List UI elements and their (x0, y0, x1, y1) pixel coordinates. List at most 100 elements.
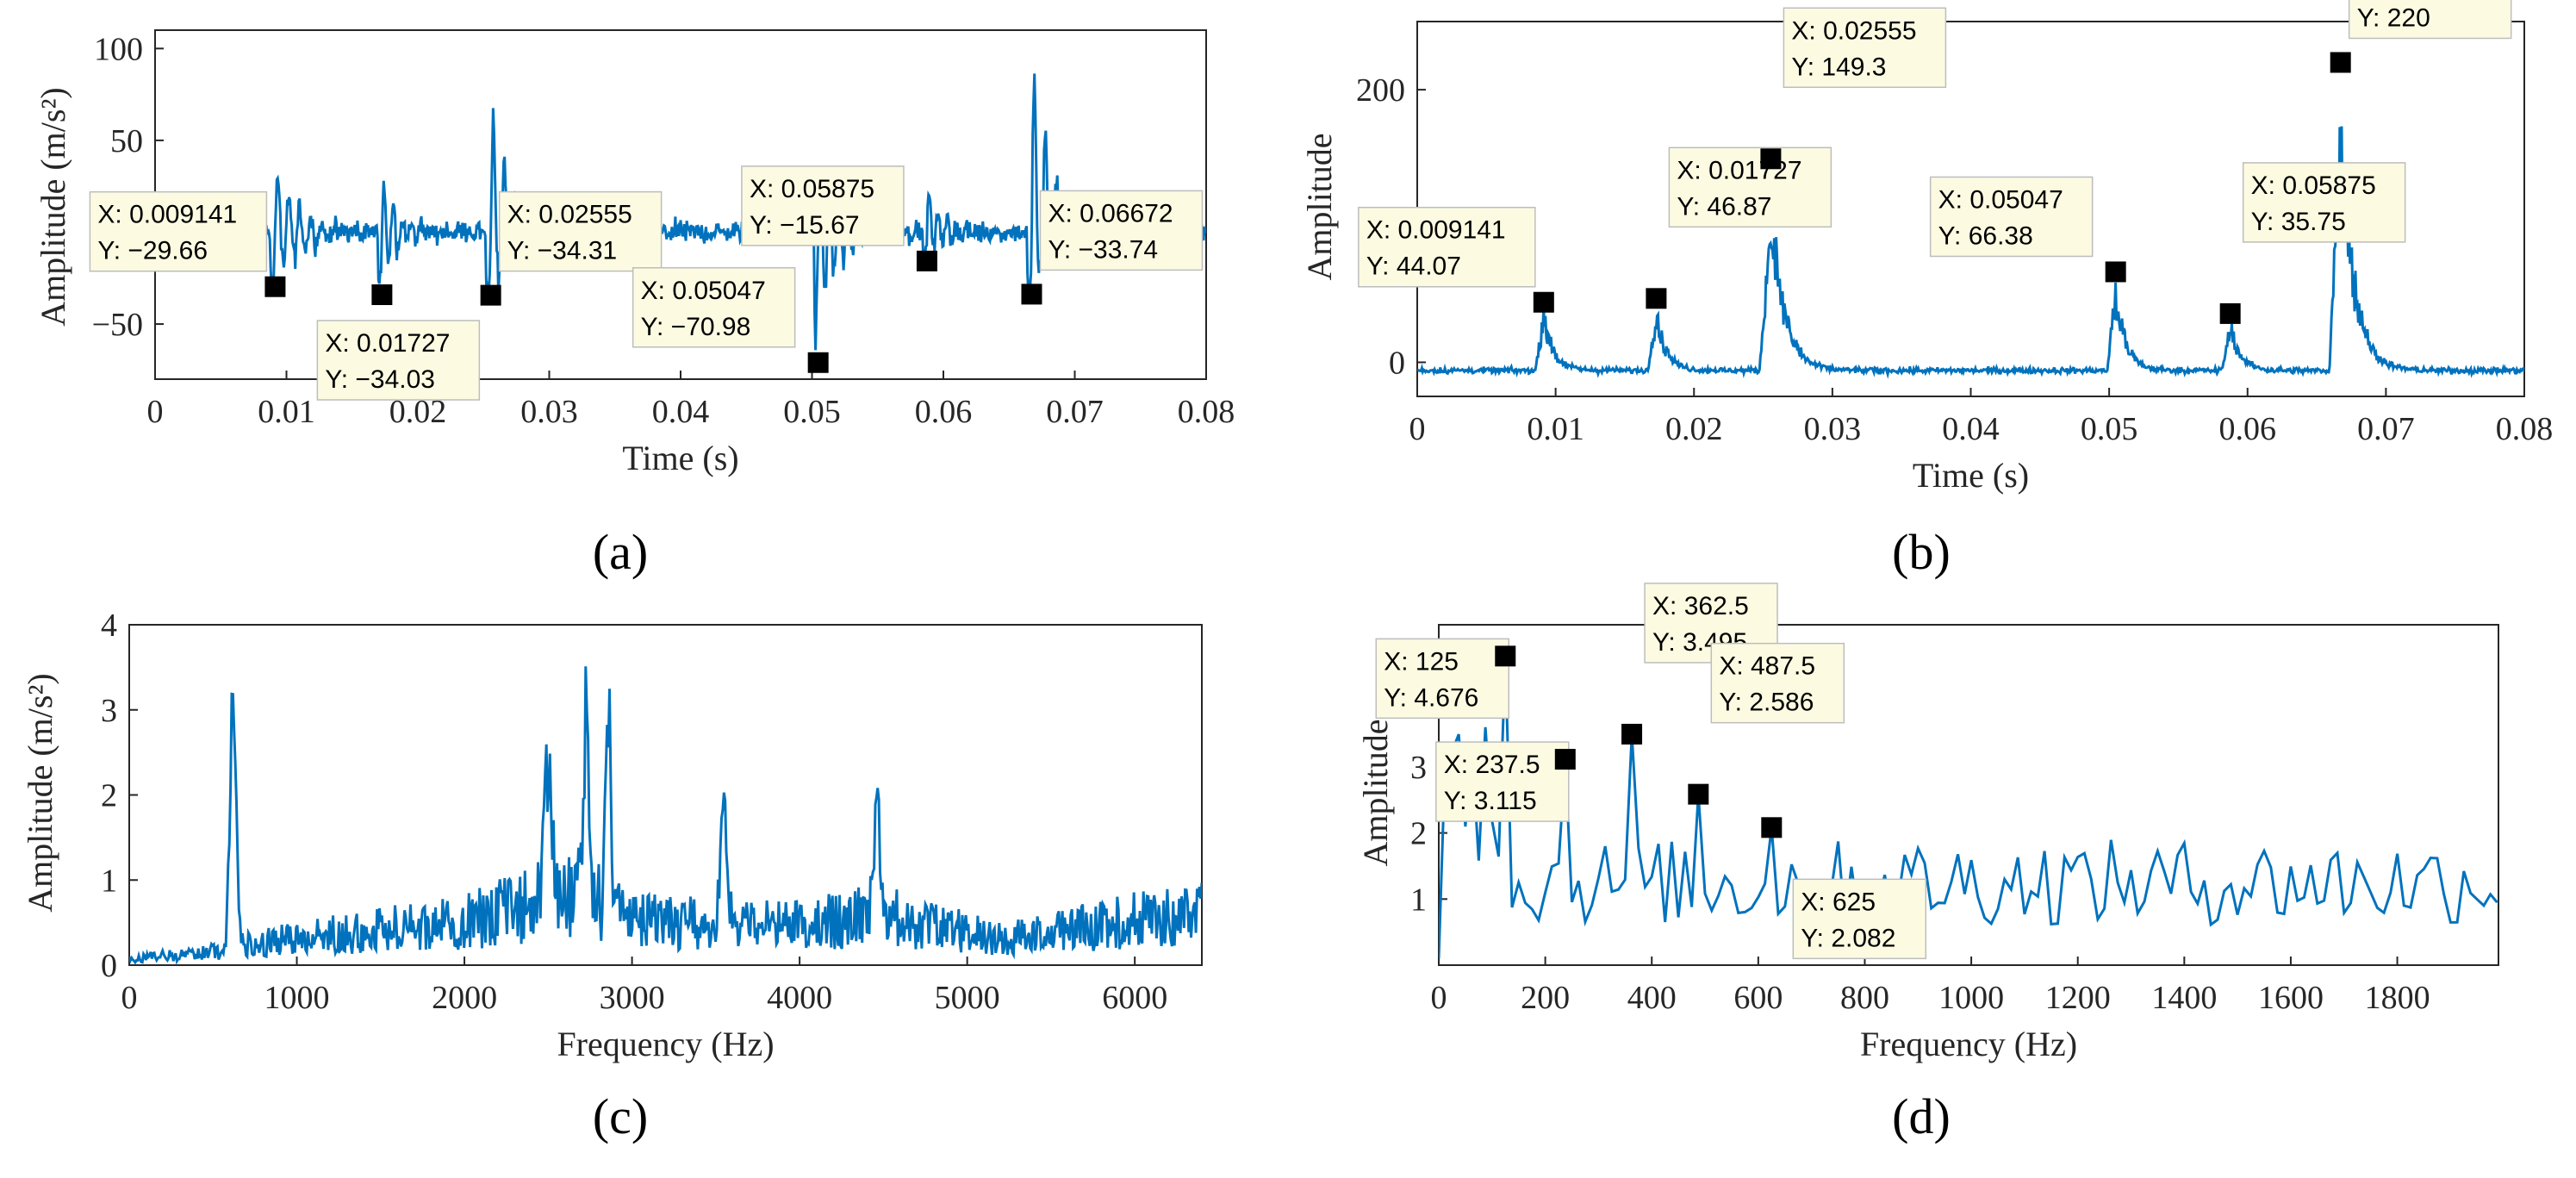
y-tick-label: 3 (101, 693, 117, 729)
panel-b-envelope: 0 0.01 0.02 0.03 0.04 0.05 0.06 0.07 0.08 0 200 Tim… (1300, 0, 2553, 580)
y-axis-label: Amplitude (m/s²) (21, 673, 59, 913)
y-tick-label: 4 (101, 608, 117, 644)
datatip-y-label: Y: −29.66 (97, 237, 208, 265)
datatip-x-label: X: 362.5 (1652, 592, 1749, 620)
panel-c-spectrum: 0 1000 2000 3000 4000 5000 6000 0 1 2 3 4 Frequency … (21, 608, 1203, 1144)
x-tick-label: 0.06 (915, 394, 973, 430)
datatip-marker (2330, 52, 2351, 73)
datatip-marker (1646, 288, 1667, 309)
x-tick-label: 0.01 (258, 394, 315, 430)
datatip-x-label: X: 0.05047 (641, 277, 766, 305)
datatip-y-label: Y: 149.3 (1791, 53, 1886, 81)
x-tick-label: 800 (1840, 980, 1889, 1016)
datatip-box (632, 267, 796, 348)
datatip-y-label: Y: −34.03 (325, 365, 435, 394)
x-tick-label: 1200 (2045, 980, 2111, 1016)
datatip: X: 0.05875 Y: −15.67 (741, 165, 937, 271)
datatip: X: 487.5 Y: 2.586 (1688, 642, 1845, 805)
datatip: X: 625 Y: 2.082 (1761, 817, 1927, 960)
x-tick-label: 0.05 (783, 394, 841, 430)
datatip-y-label: Y: −15.67 (750, 211, 860, 240)
series-line (1439, 656, 2498, 959)
datatip-y-label: Y: −33.74 (1048, 235, 1158, 264)
datatip: X: 237.5 Y: 3.115 (1435, 741, 1576, 822)
panel-caption: (d) (1892, 1088, 1951, 1144)
y-axis-label: Amplitude (1300, 133, 1339, 280)
datatip-y-label: Y: −70.98 (641, 313, 751, 341)
datatip-y-label: Y: 2.082 (1801, 924, 1895, 952)
datatip-y-label: Y: 44.07 (1366, 252, 1461, 281)
x-tick-label: 0.06 (2219, 411, 2277, 447)
datatip-y-label: Y: 46.87 (1677, 192, 1771, 221)
y-tick-label: 0 (101, 948, 117, 984)
x-tick-label: 0 (147, 394, 164, 430)
datatip-marker (1760, 148, 1782, 170)
x-tick-label: 400 (1627, 980, 1677, 1016)
datatip-x-label: X: 0.05047 (1938, 185, 2063, 214)
y-tick-label: 50 (110, 123, 143, 159)
y-tick-label: 1 (1410, 882, 1427, 918)
datatip-box (2242, 162, 2406, 243)
datatip: X: 0.05047 Y: −70.98 (632, 267, 829, 373)
datatip: X: 0.02555 Y: −34.31 (480, 190, 663, 306)
datatip-marker (1533, 291, 1554, 313)
datatip-x-label: X: 0.06672 (1048, 199, 1173, 227)
x-tick-label: 0 (1431, 980, 1447, 1016)
y-tick-label: 0 (1389, 345, 1405, 381)
x-axis-label: Time (s) (1913, 456, 2029, 495)
datatip-marker (2219, 302, 2241, 324)
x-tick-label: 0.04 (1942, 411, 2000, 447)
datatip: X: 0.01727 Y: 46.87 (1646, 146, 1832, 309)
datatip-marker (1554, 749, 1576, 770)
x-tick-label: 3000 (600, 980, 665, 1016)
datatip-x-label: X: 0.009141 (1366, 216, 1506, 245)
datatip-y-label: Y: −34.31 (507, 237, 618, 265)
datatip: X: 125 Y: 4.676 (1375, 638, 1516, 720)
datatip-y-label: Y: 35.75 (2251, 208, 2346, 236)
datatip-box (2348, 0, 2512, 40)
datatip-box (1039, 190, 1204, 271)
datatip-box (316, 320, 481, 401)
y-tick-label: 2 (101, 778, 117, 814)
panel-caption: (c) (593, 1088, 648, 1144)
datatip: X: 0.009141 Y: 44.07 (1358, 206, 1554, 313)
datatip-box (1710, 642, 1845, 724)
panel-d-envelope-spectrum: 0 200 400 600 800 1000 1200 1400 1600 1800 1 2 3 Freq… (1356, 583, 2499, 1144)
x-tick-label: 200 (1521, 980, 1570, 1016)
datatip-x-label: X: 0.01727 (325, 329, 450, 358)
y-tick-label: 100 (94, 31, 143, 67)
datatip-x-label: X: 0.05875 (750, 175, 874, 203)
datatip-box (741, 165, 905, 246)
datatip-marker (1621, 723, 1643, 745)
datatip: X: 0.05875 Y: 35.75 (2219, 162, 2406, 324)
datatip-y-label: Y: 66.38 (1938, 221, 2033, 250)
datatip-x-label: X: 0.01727 (1677, 156, 1801, 184)
datatip-box (1792, 878, 1927, 960)
x-tick-label: 1400 (2151, 980, 2217, 1016)
datatip: X: 0.01727 Y: −34.03 (316, 284, 481, 401)
x-tick-label: 0.07 (1046, 394, 1104, 430)
y-tick-label: 1 (101, 863, 117, 899)
x-tick-label: 0.08 (1178, 394, 1235, 430)
datatip: X: 0.009141 Y: −29.66 (89, 190, 286, 297)
datatip: X: 0.06672 Y: −33.74 (1021, 190, 1204, 305)
datatip: X: 0.02555 Y: 149.3 (1760, 7, 1947, 170)
datatip-x-label: X: 237.5 (1444, 751, 1540, 779)
datatip-box (1668, 146, 1832, 228)
x-tick-label: 0 (1409, 411, 1426, 447)
datatip-x-label: X: 0.02555 (1791, 16, 1916, 45)
x-tick-label: 0.01 (1527, 411, 1584, 447)
datatip-y-label: Y: 2.586 (1719, 689, 1814, 717)
panel-caption: (b) (1892, 524, 1951, 580)
series-line (1417, 126, 2524, 379)
x-tick-label: 0.05 (2081, 411, 2138, 447)
x-tick-label: 6000 (1102, 980, 1167, 1016)
datatip-marker (1021, 284, 1042, 305)
x-tick-label: 0.02 (1665, 411, 1723, 447)
datatip-box (89, 190, 268, 272)
x-tick-label: 600 (1733, 980, 1783, 1016)
datatip-box (1358, 206, 1536, 288)
x-tick-label: 0 (121, 980, 138, 1016)
